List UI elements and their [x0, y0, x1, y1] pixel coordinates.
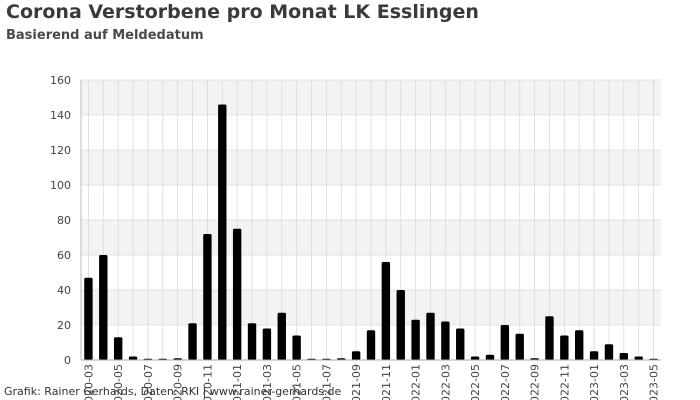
- bar: [560, 335, 569, 360]
- x-axis: 2020-03 2020-05 2020-07 2020-09 2020-11 2021-…: [81, 359, 661, 400]
- x-tick-label: 2020-03: [82, 364, 95, 400]
- x-tick-label: 2023-05: [648, 364, 661, 400]
- bar: [634, 356, 643, 360]
- bar: [188, 323, 197, 360]
- bar: [292, 335, 301, 360]
- x-tick-label: 2021-07: [320, 364, 333, 400]
- y-tick-label: 80: [57, 214, 71, 227]
- x-tick-label: 2021-09: [350, 364, 363, 400]
- x-tick-label: 2020-11: [201, 364, 214, 400]
- bar: [277, 312, 286, 360]
- x-tick-label: 2023-03: [618, 364, 631, 400]
- y-tick-label: 100: [50, 179, 71, 192]
- x-tick-label: 2021-03: [261, 364, 274, 400]
- bar: [575, 330, 584, 360]
- bar: [218, 104, 227, 360]
- x-tick-label: 2021-05: [291, 364, 304, 400]
- bar: [545, 316, 554, 360]
- chart-subtitle: Basierend auf Meldedatum: [6, 28, 204, 43]
- bar: [99, 255, 108, 360]
- bar: [441, 321, 450, 360]
- bar: [366, 330, 376, 360]
- y-axis: 0 20 40 60 80 100 120 140 160: [50, 74, 82, 367]
- bar: [456, 328, 465, 360]
- x-tick-labels: 2020-03 2020-05 2020-07 2020-09 2020-11 2021-…: [82, 364, 660, 400]
- bar: [381, 262, 391, 360]
- x-tick-label: 2021-01: [231, 364, 244, 400]
- bar: [396, 290, 405, 360]
- bar: [262, 328, 272, 360]
- bar: [500, 325, 510, 360]
- bar: [426, 312, 435, 360]
- x-tick-label: 2022-09: [529, 364, 542, 400]
- x-tick-label: 2020-05: [112, 364, 125, 400]
- bar: [84, 277, 93, 360]
- y-tick-label: 20: [57, 319, 71, 332]
- x-tick-label: 2022-07: [499, 364, 512, 400]
- bar: [247, 323, 257, 360]
- bar: [411, 319, 420, 360]
- bar: [619, 353, 629, 360]
- bar: [203, 234, 212, 360]
- bars: [84, 104, 658, 360]
- x-tick-label: 2020-07: [142, 364, 155, 400]
- chart-title: Corona Verstorbene pro Monat LK Esslinge…: [6, 1, 479, 23]
- bar: [113, 337, 123, 360]
- x-tick-label: 2022-11: [558, 364, 571, 400]
- y-tick-label: 140: [50, 109, 71, 122]
- source-credit: Grafik: Rainer Gerhards, Daten: RKI | ww…: [4, 385, 342, 398]
- bar: [515, 333, 524, 360]
- y-tick-label: 120: [50, 144, 71, 157]
- y-tick-label: 0: [64, 354, 71, 367]
- x-tick-label: 2023-01: [588, 364, 601, 400]
- bar: [232, 228, 242, 360]
- bar: [604, 344, 614, 360]
- x-tick-label: 2021-11: [380, 364, 393, 400]
- y-tick-label: 40: [57, 284, 71, 297]
- bar: [470, 356, 480, 360]
- bar: [589, 351, 599, 360]
- y-tick-label: 160: [50, 74, 71, 87]
- x-tick-label: 2022-03: [439, 364, 452, 400]
- x-tick-label: 2022-05: [469, 364, 482, 400]
- x-tick-label: 2020-09: [172, 364, 185, 400]
- bar: [128, 356, 138, 360]
- gridlines: [81, 79, 661, 361]
- x-tick-label: 2022-01: [410, 364, 423, 400]
- y-tick-label: 60: [57, 249, 71, 262]
- bar: [351, 351, 361, 360]
- bar: [485, 354, 495, 360]
